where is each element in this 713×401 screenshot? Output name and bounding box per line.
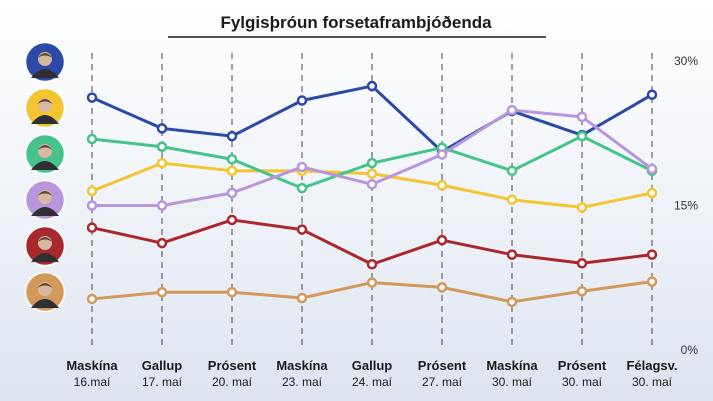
data-point [156, 141, 168, 152]
data-point [506, 165, 518, 177]
x-axis-ticks: Maskína 16.maí Gallup 17. maí Prósent 20. maí… [66, 358, 677, 389]
x-tick-date: 16.maí [74, 375, 111, 389]
y-tick-label: 0% [681, 343, 699, 357]
person-hair-icon [37, 99, 53, 104]
data-point [366, 179, 378, 190]
data-point [506, 296, 518, 308]
data-point [576, 285, 588, 297]
data-point [436, 282, 448, 293]
data-point [576, 258, 588, 269]
x-tick-date: 24. maí [352, 375, 393, 389]
data-point [366, 259, 378, 270]
data-point [226, 154, 238, 165]
data-point [226, 286, 238, 298]
person-icon [31, 207, 59, 216]
x-tick-pollster: Prósent [208, 358, 257, 373]
person-hair-icon [37, 53, 53, 58]
person-icon [31, 299, 59, 308]
data-point [366, 168, 378, 179]
candidate-avatar [24, 225, 66, 267]
data-point [156, 286, 168, 298]
data-point [86, 293, 98, 305]
person-icon [31, 161, 59, 170]
data-point [436, 234, 448, 246]
x-tick-date: 20. maí [212, 375, 253, 389]
data-point [296, 182, 308, 194]
candidate-avatar [24, 87, 66, 129]
data-point [436, 180, 448, 191]
x-tick-pollster: Gallup [352, 358, 393, 373]
x-tick-pollster: Félagsv. [626, 358, 677, 373]
data-point [646, 89, 658, 100]
person-icon [31, 115, 59, 124]
x-tick-date: 17. maí [142, 375, 183, 389]
data-point [296, 95, 308, 106]
x-tick-pollster: Maskína [66, 358, 118, 373]
data-point [156, 123, 168, 134]
data-point [646, 249, 658, 260]
data-point [86, 92, 98, 103]
series-3 [86, 104, 658, 211]
data-point [576, 202, 588, 213]
person-hair-icon [37, 145, 53, 150]
data-point [576, 130, 588, 142]
x-tick-date: 27. maí [422, 375, 463, 389]
data-point [646, 187, 658, 199]
series-5 [86, 276, 658, 308]
x-tick-date: 30. maí [492, 375, 533, 389]
data-point [86, 133, 98, 145]
data-point [86, 200, 98, 211]
data-point [156, 200, 168, 211]
data-point [366, 277, 378, 288]
data-point [226, 187, 238, 199]
candidate-avatar [24, 271, 66, 313]
data-point [86, 185, 98, 197]
y-tick-label: 15% [674, 199, 698, 213]
x-tick-date: 30. maí [632, 375, 673, 389]
data-point [296, 292, 308, 304]
candidate-avatar [24, 133, 66, 175]
person-hair-icon [37, 191, 53, 196]
data-point [436, 149, 448, 160]
person-icon [31, 69, 59, 78]
candidate-avatar [24, 179, 66, 221]
data-point [296, 224, 308, 235]
candidate-avatar [24, 41, 66, 83]
x-tick-pollster: Maskína [486, 358, 538, 373]
y-tick-label: 30% [674, 54, 698, 68]
data-point [506, 194, 518, 205]
candidate-legend [24, 41, 66, 313]
data-point [506, 104, 518, 116]
data-point [226, 214, 238, 226]
data-point [646, 276, 658, 287]
x-tick-pollster: Gallup [142, 358, 183, 373]
data-point [296, 161, 308, 173]
series-0 [86, 80, 658, 157]
data-point [226, 165, 238, 177]
chart-title: Fylgisþróun forsetaframbjóðenda [220, 13, 492, 32]
data-point [156, 157, 168, 169]
person-icon [31, 253, 59, 262]
series-lines [86, 80, 658, 308]
person-hair-icon [37, 283, 53, 288]
x-tick-date: 30. maí [562, 375, 603, 389]
person-hair-icon [37, 237, 53, 242]
series-4 [86, 214, 658, 270]
x-tick-date: 23. maí [282, 375, 323, 389]
x-tick-pollster: Prósent [418, 358, 467, 373]
data-point [366, 80, 378, 92]
x-tick-pollster: Prósent [558, 358, 607, 373]
data-point [86, 222, 98, 233]
data-point [576, 111, 588, 123]
data-point [226, 130, 238, 142]
y-axis-ticks: 0% 15% 30% [674, 54, 698, 357]
data-point [646, 163, 658, 175]
data-point [506, 249, 518, 260]
data-point [366, 157, 378, 169]
data-point [156, 237, 168, 249]
x-tick-pollster: Maskína [276, 358, 328, 373]
